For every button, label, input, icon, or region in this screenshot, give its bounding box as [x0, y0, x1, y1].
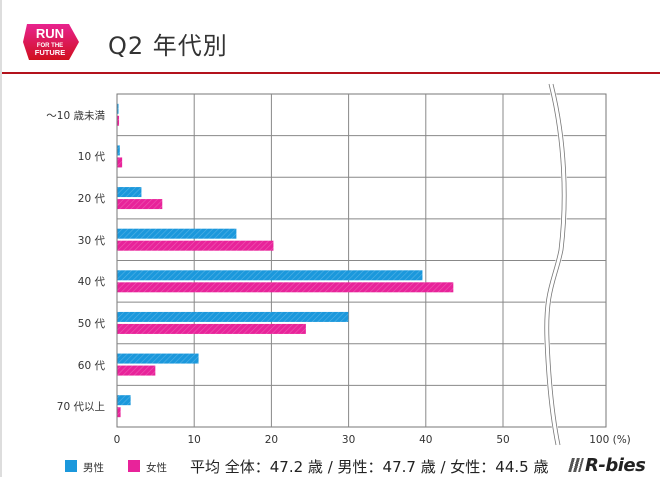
- svg-text:RUN: RUN: [36, 26, 64, 41]
- category-label: 10 代: [77, 151, 105, 164]
- bar-female: [117, 282, 454, 293]
- left-edge: [0, 0, 2, 477]
- bar-male: [117, 395, 131, 406]
- run-for-the-future-logo: RUN FOR THE FUTURE: [21, 24, 79, 60]
- legend-swatch-male: [65, 460, 77, 472]
- category-label: 20 代: [77, 193, 105, 206]
- bar-female: [117, 365, 156, 376]
- bar-male: [117, 353, 199, 364]
- x-tick-label: 20: [264, 434, 279, 446]
- bar-female: [117, 407, 121, 418]
- bar-female: [117, 323, 306, 334]
- header-divider: [2, 72, 660, 74]
- bar-female: [117, 199, 163, 210]
- page-title: Q2 年代別: [108, 32, 228, 60]
- x-tick-label: 30: [341, 434, 356, 446]
- svg-text:FUTURE: FUTURE: [35, 48, 65, 57]
- x-tick-label: 10: [187, 434, 201, 446]
- bar-male: [117, 311, 349, 322]
- bar-male: [117, 270, 423, 281]
- svg-text:FOR THE: FOR THE: [37, 43, 63, 49]
- bar-female: [117, 157, 123, 168]
- x-tick-label: 0: [113, 434, 121, 446]
- category-label: ～10 歳未満: [46, 109, 105, 122]
- category-label: 70 代以上: [56, 401, 105, 414]
- brand-name: R-bies: [585, 455, 646, 476]
- bar-female: [117, 240, 274, 251]
- brand-logo: R-bies: [568, 455, 646, 476]
- category-label: 30 代: [77, 234, 105, 247]
- category-label: 50 代: [77, 317, 105, 330]
- legend-label-male: 男性: [83, 462, 104, 474]
- bar-male: [117, 145, 120, 156]
- x-tick-label: 50: [496, 434, 510, 446]
- bar-male: [117, 228, 237, 239]
- bar-female: [117, 115, 120, 126]
- legend-swatch-female: [128, 460, 140, 472]
- average-age-annotation: 平均 全体：47.2 歳 / 男性：47.7 歳 / 女性：44.5 歳: [190, 458, 549, 476]
- bar-male: [117, 187, 142, 198]
- x-tick-label: 100 (%): [589, 434, 631, 446]
- bar-male: [117, 103, 119, 114]
- x-tick-label: 40: [419, 434, 433, 446]
- brand-stripes-icon: [568, 458, 584, 472]
- category-label: 40 代: [77, 276, 105, 289]
- legend-label-female: 女性: [146, 462, 167, 474]
- category-label: 60 代: [77, 359, 105, 372]
